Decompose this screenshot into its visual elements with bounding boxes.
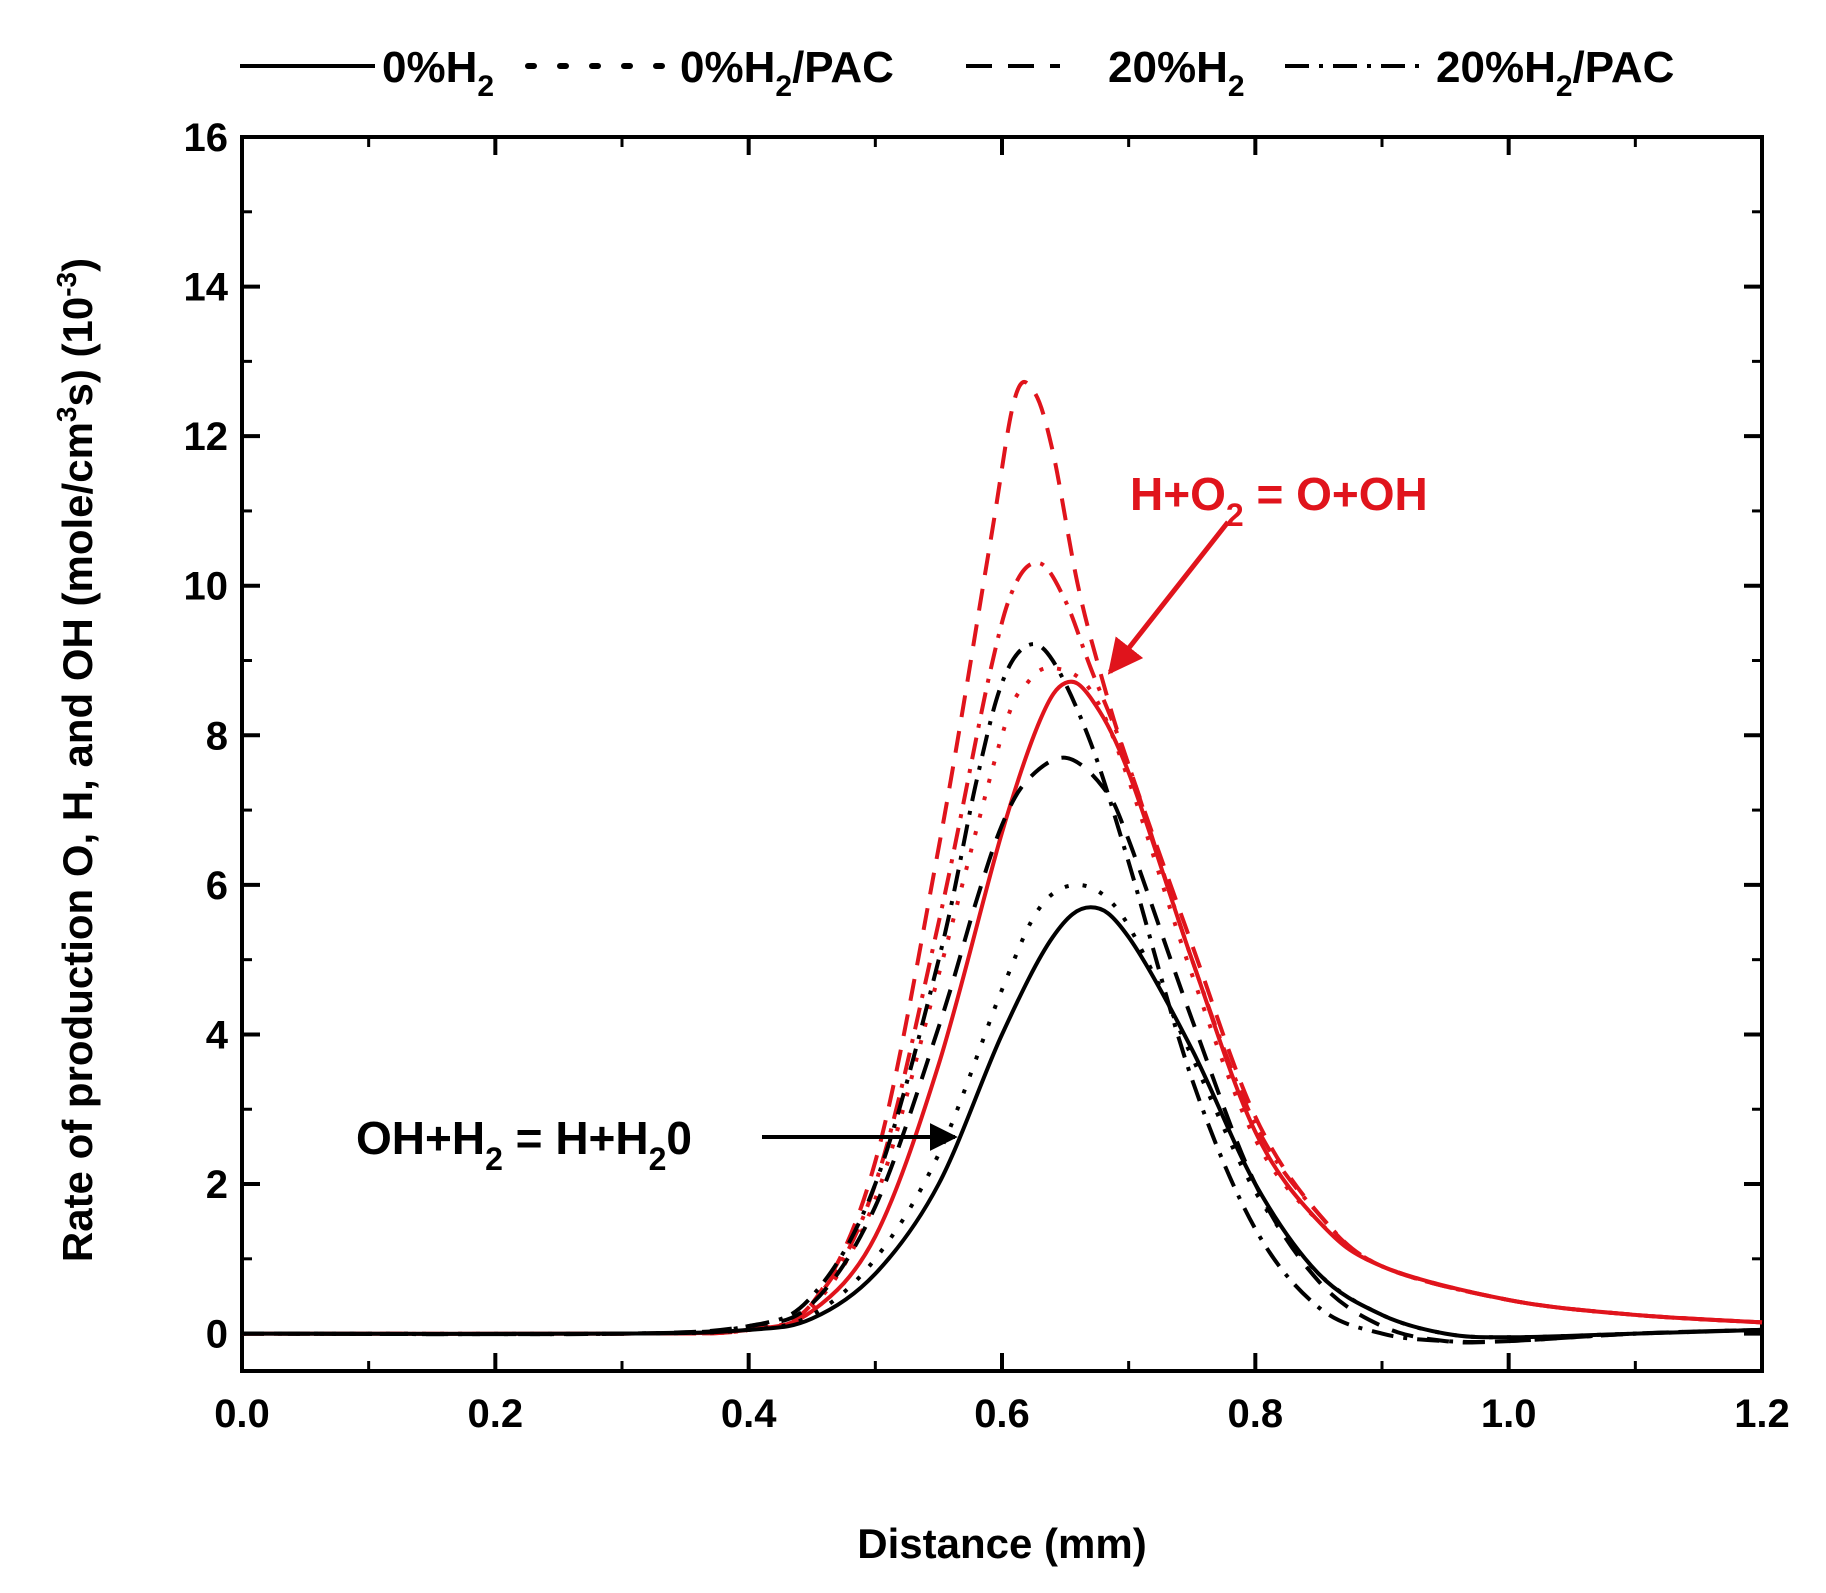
annotation-h-o2-label: H+O2 = O+OH — [1130, 468, 1428, 533]
legend-label-2: 20%H2 — [1108, 43, 1245, 103]
y-tick-label: 10 — [184, 565, 229, 609]
y-tick-label: 2 — [206, 1163, 228, 1207]
x-tick-label: 0.2 — [468, 1392, 524, 1436]
x-axis-title: Distance (mm) — [857, 1520, 1146, 1567]
x-tick-label: 0.6 — [974, 1392, 1030, 1436]
series-layer — [241, 379, 1763, 1345]
series-line — [241, 665, 1763, 1336]
plot-frame — [240, 135, 1764, 1373]
x-tick-label: 0.0 — [214, 1392, 270, 1436]
axis-ticks — [240, 135, 1764, 1371]
x-tick-label: 1.0 — [1481, 1392, 1537, 1436]
legend-entry-0: 0%H2 — [240, 43, 494, 103]
y-axis-title: Rate of production O, H, and OH (mole/cm… — [51, 258, 101, 1262]
x-tick-label: 0.4 — [721, 1392, 777, 1436]
annotation-oh-h2: OH+H2 = H+H20 — [356, 1112, 958, 1177]
series-line — [241, 679, 1763, 1336]
annotation-h-o2-arrow — [1107, 520, 1230, 675]
y-tick-label: 0 — [206, 1313, 228, 1357]
series-line — [241, 560, 1763, 1336]
annotation-h-o2: H+O2 = O+OH — [1107, 468, 1428, 675]
series-line — [241, 642, 1763, 1344]
annotation-oh-h2-label: OH+H2 = H+H20 — [356, 1112, 692, 1177]
legend-label-0: 0%H2 — [382, 43, 494, 103]
legend-entry-2: 20%H2 — [966, 43, 1245, 103]
y-tick-label: 16 — [184, 116, 229, 160]
x-tick-label: 1.2 — [1734, 1392, 1790, 1436]
y-tick-label: 14 — [184, 266, 229, 310]
legend-entry-1: 0%H2/PAC — [525, 43, 894, 103]
x-tick-label: 0.8 — [1228, 1392, 1284, 1436]
series-line — [241, 379, 1763, 1336]
y-tick-label: 6 — [206, 864, 228, 908]
legend-entry-3: 20%H2/PAC — [1285, 43, 1674, 103]
series-line — [241, 755, 1763, 1345]
legend-label-1: 0%H2/PAC — [680, 43, 894, 103]
legend-label-3: 20%H2/PAC — [1436, 43, 1674, 103]
legend: 0%H2 0%H2/PAC 20%H2 20%H2/PAC — [240, 43, 1674, 103]
y-tick-label: 12 — [184, 415, 229, 459]
y-tick-label: 8 — [206, 714, 228, 758]
y-tick-label: 4 — [206, 1013, 229, 1057]
series-line — [241, 882, 1763, 1340]
axis-tick-labels: 0.0 0.2 0.4 0.6 0.8 1.0 1.2 0 2 4 6 8 10 12 14 16 — [184, 116, 1790, 1436]
